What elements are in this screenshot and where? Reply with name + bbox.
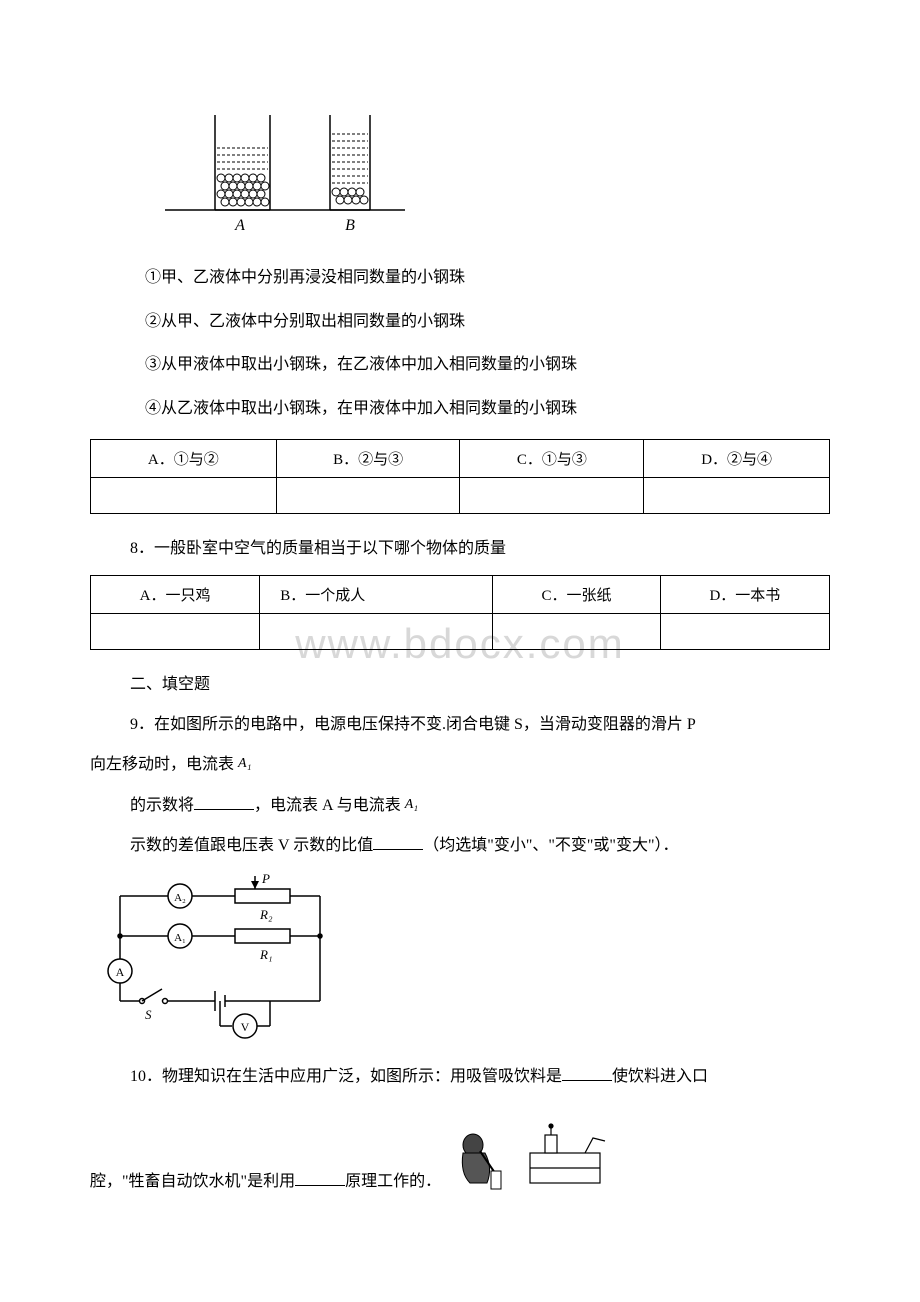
a2-symbol: A₁ <box>405 797 418 812</box>
q10-text: 腔，"牲畜自动饮水机"是利用 <box>90 1173 295 1190</box>
svg-text:P: P <box>261 871 270 886</box>
q9-text: 的示数将 <box>130 797 194 814</box>
svg-text:A: A <box>116 965 125 979</box>
option-1: ①甲、乙液体中分别再浸没相同数量的小钢珠 <box>145 265 830 291</box>
option-4: ④从乙液体中取出小钢珠，在甲液体中加入相同数量的小钢珠 <box>145 396 830 422</box>
option-a: A．一只鸡 <box>91 575 260 613</box>
q10-text: 10．物理知识在生活中应用广泛，如图所示：用吸管吸饮料是 <box>130 1068 562 1085</box>
table-row: A．①与② B．②与③ C．①与③ D．②与④ <box>91 440 830 478</box>
empty-cell <box>644 478 830 514</box>
question-9-line2: 向左移动时，电流表 A₁ <box>90 750 830 780</box>
option-3: ③从甲液体中取出小钢珠，在乙液体中加入相同数量的小钢珠 <box>145 352 830 378</box>
empty-cell <box>91 478 277 514</box>
blank-1 <box>194 794 254 810</box>
balls-a <box>217 174 269 206</box>
q10-text-wrap: 腔，"牲畜自动饮水机"是利用 原理工作的． <box>90 1167 441 1197</box>
question-10-line2: 腔，"牲畜自动饮水机"是利用 原理工作的． <box>90 1123 830 1198</box>
svg-text:A₂: A₂ <box>174 892 186 904</box>
circuit-svg: A S V <box>90 871 350 1041</box>
section-2-header: 二、填空题 <box>130 670 830 694</box>
content: A B <box>90 100 830 1198</box>
q9-text: （均选填"变小"、"不变"或"变大"）． <box>423 837 678 854</box>
empty-cell <box>660 613 829 649</box>
table-row <box>91 478 830 514</box>
option-d: D．一本书 <box>660 575 829 613</box>
question-9-line1: 9．在如图所示的电路中，电源电压保持不变.闭合电键 S，当滑动变阻器的滑片 P <box>130 710 830 740</box>
option-d: D．②与④ <box>644 440 830 478</box>
blank-4 <box>295 1170 345 1186</box>
q9-text: 示数的差值跟电压表 V 示数的比值 <box>130 837 373 854</box>
blank-3 <box>562 1065 612 1081</box>
empty-cell <box>493 613 660 649</box>
q9-text: ，电流表 A 与电流表 <box>254 797 405 814</box>
beaker-svg: A B <box>155 100 415 240</box>
svg-text:A: A <box>234 217 245 234</box>
balls-b <box>332 188 368 204</box>
beaker-diagram: A B <box>155 100 830 245</box>
svg-text:B: B <box>345 217 355 234</box>
q9-text: 9．在如图所示的电路中，电源电压保持不变.闭合电键 S，当滑动变阻器的滑片 P <box>130 716 696 733</box>
question-9-line4: 示数的差值跟电压表 V 示数的比值 （均选填"变小"、"不变"或"变大"）． <box>130 831 830 861</box>
option-2: ②从甲、乙液体中分别取出相同数量的小钢珠 <box>145 309 830 335</box>
q10-text: 使饮料进入口 <box>612 1068 708 1085</box>
circuit-diagram: A S V <box>90 871 830 1046</box>
table-row <box>91 613 830 649</box>
svg-text:A₁: A₁ <box>174 932 186 944</box>
svg-text:R₁: R₁ <box>259 947 272 962</box>
option-c: C．一张纸 <box>493 575 660 613</box>
option-b: B．②与③ <box>276 440 460 478</box>
answer-table-2: A．一只鸡 B．一个成人 C．一张纸 D．一本书 <box>90 575 830 650</box>
answer-table-1: A．①与② B．②与③ C．①与③ D．②与④ <box>90 439 830 514</box>
a1-symbol: A₁ <box>238 756 251 771</box>
svg-text:S: S <box>145 1007 152 1022</box>
empty-cell <box>91 613 260 649</box>
blank-2 <box>373 834 423 850</box>
empty-cell <box>260 613 493 649</box>
option-a: A．①与② <box>91 440 277 478</box>
svg-text:R₂: R₂ <box>259 907 273 922</box>
question-9-line3: 的示数将 ，电流表 A 与电流表 A₁ <box>130 791 830 821</box>
option-b: B．一个成人 <box>260 575 493 613</box>
q9-text: 向左移动时，电流表 <box>90 756 238 773</box>
svg-text:V: V <box>241 1020 250 1034</box>
q10-text: 原理工作的． <box>345 1173 441 1190</box>
q10-image-svg <box>445 1123 615 1193</box>
empty-cell <box>460 478 644 514</box>
question-10-line1: 10．物理知识在生活中应用广泛，如图所示：用吸管吸饮料是 使饮料进入口 <box>130 1062 830 1092</box>
option-c: C．①与③ <box>460 440 644 478</box>
table-row: A．一只鸡 B．一个成人 C．一张纸 D．一本书 <box>91 575 830 613</box>
q10-images <box>445 1123 615 1198</box>
question-8-text: 8．一般卧室中空气的质量相当于以下哪个物体的质量 <box>130 534 830 564</box>
steel-ball-options: ①甲、乙液体中分别再浸没相同数量的小钢珠 ②从甲、乙液体中分别取出相同数量的小钢… <box>145 265 830 421</box>
empty-cell <box>276 478 460 514</box>
